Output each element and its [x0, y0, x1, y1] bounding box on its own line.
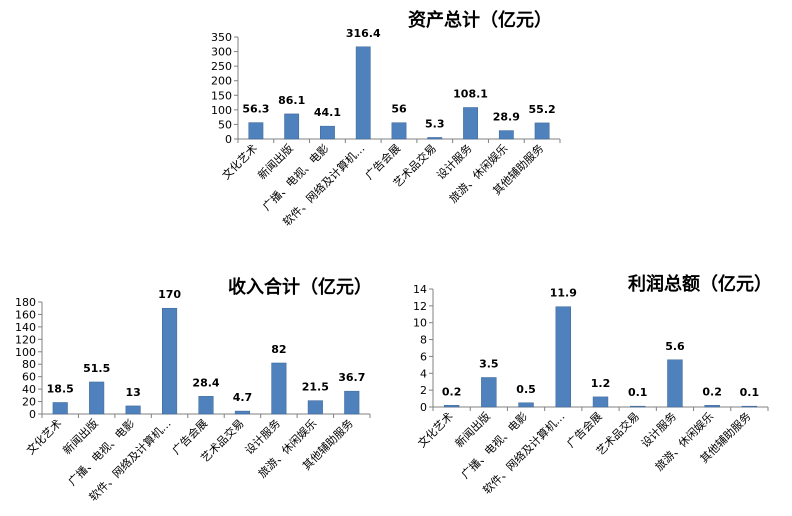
profit-bar	[555, 306, 571, 408]
assets-bar	[320, 125, 335, 140]
revenue-bar	[234, 410, 250, 415]
revenue-chart: 收入合计（亿元） 0 20 40 60 80 100 120 140 160 180 18.5 文化艺术…	[0, 262, 396, 512]
assets-y-tick-label: 100	[211, 104, 232, 117]
profit-bar	[443, 405, 460, 408]
assets-data-label: 44.1	[314, 106, 341, 119]
profit-y-tick-label: 0	[420, 401, 427, 414]
profit-data-label: 1.2	[591, 377, 611, 390]
revenue-data-label: 28.4	[192, 376, 219, 389]
profit-bar	[704, 405, 720, 408]
assets-y-tick-label: 200	[211, 75, 232, 88]
revenue-category-label: 文化艺术	[23, 416, 64, 457]
assets-category-label: 文化艺术	[219, 141, 260, 182]
revenue-y-tick-label: 40	[22, 383, 36, 396]
assets-bar	[355, 46, 371, 140]
profit-data-label: 0.1	[628, 386, 648, 399]
assets-y-tick-label: 250	[211, 60, 232, 73]
profit-bar	[592, 396, 609, 408]
profit-bar	[741, 405, 758, 408]
revenue-data-label: 13	[125, 386, 140, 399]
profit-bar	[630, 405, 646, 408]
assets-data-label: 316.4	[346, 27, 381, 40]
profit-bar	[518, 402, 534, 408]
profit-data-label: 0.5	[516, 383, 536, 396]
profit-category-label: 文化艺术	[415, 409, 456, 450]
assets-y-tick-label: 50	[218, 118, 232, 131]
profit-chart-title: 利润总额（亿元）	[628, 273, 772, 295]
profit-data-label: 0.2	[702, 385, 722, 398]
profit-y-tick-label: 8	[420, 334, 427, 347]
revenue-data-label: 18.5	[47, 382, 74, 395]
assets-data-label: 5.3	[425, 117, 445, 130]
profit-data-label: 5.6	[665, 340, 685, 353]
profit-y-tick-label: 2	[420, 384, 427, 397]
assets-y-tick-label: 300	[211, 46, 232, 59]
profit-category-label: 广播、电视、电影	[458, 409, 530, 481]
profit-data-label: 11.9	[550, 287, 577, 300]
profit-data-label: 3.5	[479, 358, 499, 371]
assets-y-tick-label: 0	[225, 133, 232, 146]
assets-category-label: 广播、电视、电影	[259, 141, 331, 213]
profit-bar	[667, 359, 683, 408]
revenue-y-tick-label: 140	[15, 321, 36, 334]
profit-chart: 利润总额（亿元） 0 2 4 6 8 10 12 14 0.2 文化艺术 3.5 新闻出版 0.5 广播、电…	[400, 262, 792, 512]
assets-bar	[498, 130, 514, 140]
revenue-y-tick-label: 0	[29, 408, 36, 421]
profit-chart-svg: 利润总额（亿元）024681012140.2文化艺术3.5新闻出版0.5广播、电…	[413, 273, 772, 497]
revenue-y-tick-label: 180	[15, 296, 36, 309]
revenue-bar	[52, 402, 68, 415]
profit-y-tick-label: 14	[413, 283, 427, 296]
revenue-bar	[271, 362, 287, 415]
assets-y-tick-label: 350	[211, 31, 232, 44]
assets-data-label: 56.3	[242, 103, 269, 116]
revenue-data-label: 36.7	[338, 371, 365, 384]
revenue-y-tick-label: 20	[22, 396, 36, 409]
assets-bar	[284, 113, 300, 140]
profit-y-tick-label: 10	[413, 317, 427, 330]
profit-y-tick-label: 6	[420, 350, 427, 363]
revenue-bar	[307, 400, 323, 415]
assets-bar	[391, 122, 407, 140]
revenue-data-label: 51.5	[83, 362, 110, 375]
profit-data-label: 0.2	[442, 385, 462, 398]
assets-bar	[427, 137, 443, 140]
profit-y-tick-label: 4	[420, 367, 427, 380]
revenue-bar	[125, 405, 141, 415]
revenue-data-label: 21.5	[302, 381, 329, 394]
revenue-y-tick-label: 100	[15, 346, 36, 359]
revenue-y-tick-label: 160	[15, 308, 36, 321]
revenue-chart-title: 收入合计（亿元）	[228, 276, 372, 298]
profit-data-label: 0.1	[740, 386, 760, 399]
assets-bar	[248, 122, 264, 140]
revenue-bar	[89, 381, 105, 415]
profit-bar	[481, 377, 497, 408]
assets-chart: 资产总计（亿元） 0 50 100 150 200 250 300 350 56.3 文化艺术 86.…	[0, 0, 792, 250]
revenue-bar	[162, 307, 178, 415]
revenue-y-tick-label: 60	[22, 371, 36, 384]
assets-data-label: 56	[391, 103, 407, 116]
revenue-y-tick-label: 80	[22, 358, 36, 371]
assets-data-label: 108.1	[453, 87, 488, 100]
revenue-y-tick-label: 120	[15, 333, 36, 346]
assets-data-label: 55.2	[529, 103, 556, 116]
assets-data-label: 86.1	[278, 94, 305, 107]
revenue-data-label: 170	[158, 288, 181, 301]
assets-data-label: 28.9	[493, 111, 520, 124]
revenue-bar	[344, 390, 360, 415]
assets-y-tick-label: 150	[211, 89, 232, 102]
assets-bar	[534, 122, 550, 140]
profit-y-tick-label: 12	[413, 300, 427, 313]
revenue-data-label: 4.7	[233, 391, 253, 404]
assets-bar	[463, 107, 478, 140]
revenue-bar	[198, 396, 214, 415]
revenue-data-label: 82	[271, 343, 286, 356]
assets-chart-title: 资产总计（亿元）	[408, 9, 552, 31]
revenue-category-label: 广播、电视、电影	[65, 416, 137, 488]
